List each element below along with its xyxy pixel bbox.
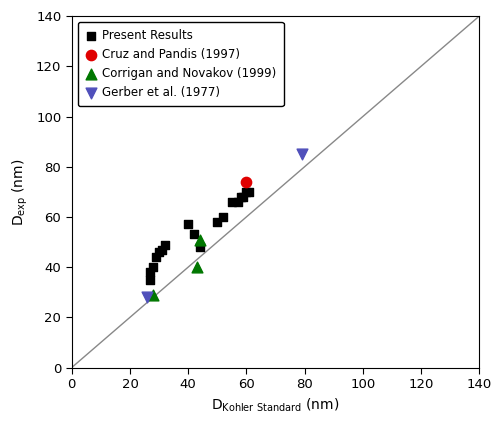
Present Results: [239, 193, 247, 200]
Present Results: [236, 193, 244, 200]
Gerber et al. (1977): [298, 151, 306, 158]
X-axis label: D$_\mathrm{Kohler\ Standard}$ (nm): D$_\mathrm{Kohler\ Standard}$ (nm): [211, 397, 340, 414]
Gerber et al. (1977): [143, 294, 151, 300]
Corrigan and Novakov (1999): [149, 291, 157, 298]
Present Results: [219, 213, 227, 220]
Present Results: [155, 249, 163, 255]
Present Results: [184, 221, 192, 228]
Present Results: [245, 188, 254, 195]
Cruz and Pandis (1997): [242, 178, 250, 185]
Present Results: [228, 198, 236, 205]
Present Results: [158, 246, 166, 253]
Corrigan and Novakov (1999): [193, 264, 201, 271]
Present Results: [213, 218, 221, 225]
Legend: Present Results, Cruz and Pandis (1997), Corrigan and Novakov (1999), Gerber et : Present Results, Cruz and Pandis (1997),…: [77, 22, 284, 106]
Present Results: [161, 241, 169, 248]
Present Results: [149, 264, 157, 271]
Present Results: [190, 231, 198, 238]
Present Results: [242, 188, 250, 195]
Present Results: [146, 276, 154, 283]
Present Results: [152, 254, 160, 261]
Corrigan and Novakov (1999): [196, 236, 204, 243]
Present Results: [146, 269, 154, 275]
Present Results: [234, 198, 242, 205]
Y-axis label: D$_\mathrm{exp}$ (nm): D$_\mathrm{exp}$ (nm): [11, 158, 30, 226]
Present Results: [196, 244, 204, 250]
